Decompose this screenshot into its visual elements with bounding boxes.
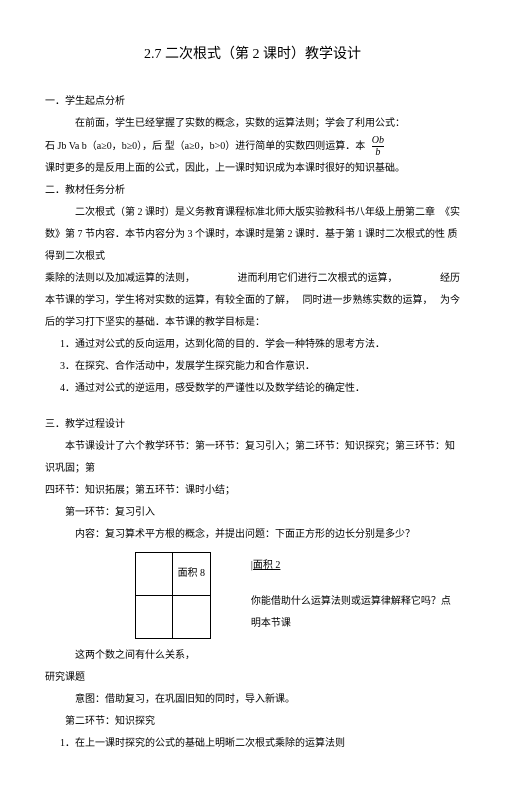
s2-p4-c: 为今 — [440, 290, 460, 312]
section-3-head: 三．教学过程设计 — [45, 414, 460, 436]
square-cell — [136, 552, 173, 595]
s2-p3-a: 乘除的法则以及加减运算的法则， — [45, 268, 195, 290]
section-2-p5: 后的学习打下坚实的基础．本节课的教学目标是： — [45, 312, 460, 334]
s2-p1-b: 《实 — [440, 202, 460, 224]
section-3-sub1-p1: 内容：复习算术平方根的概念，并提出问题：下面正方形的边长分别是多少？ — [45, 524, 460, 546]
section-1-head: 一．学生起点分析 — [45, 91, 460, 113]
section-3-sub1-head: 第一环节：复习引入 — [45, 502, 460, 524]
area-2-label: |面积 2 — [251, 555, 460, 577]
page-title: 2.7 二次根式（第 2 课时）教学设计 — [45, 40, 460, 71]
s2-li2: 3．在探究、合作活动中，发展学生探究能力和合作意识． — [60, 356, 460, 378]
square-cell — [172, 595, 210, 638]
s2-p3-c: 经历 — [440, 268, 460, 290]
section-3-sub2-head: 第二环节：知识探究 — [45, 711, 460, 733]
frac-bot: b — [372, 146, 384, 158]
section-2-p2: 数》第 7 节内容．本节内容分为 3 个课时，本课时是第 2 课时．基于第 1 … — [45, 224, 460, 268]
s2-p4-b: 同时进一步熟练实数的运算， — [303, 290, 433, 312]
section-2-head: 二．教材任务分析 — [45, 180, 460, 202]
document-page: 2.7 二次根式（第 2 课时）教学设计 一．学生起点分析 在前面，学生已经掌握… — [0, 0, 505, 785]
frac-top: Ob — [372, 135, 384, 146]
formula-fraction: Ob b — [372, 135, 384, 158]
s3-sub1-p4: 意图：借助复习，在巩固旧知的同时，导入新课。 — [45, 689, 460, 711]
s3-sub1-p2-a: 这两个数之间有什么关系， — [45, 645, 460, 667]
square-cell — [136, 595, 173, 638]
s2-p3-b: 进而利用它们进行二次根式的运算， — [238, 268, 398, 290]
s2-p4-a: 本节课的学习，学生将对实数的运算，有较全面的了解， — [45, 290, 295, 312]
square-side-col: |面积 2 你能借助什么运算法则或运算律解释它吗？点明本节课 — [251, 555, 460, 635]
section-2-p4: 本节课的学习，学生将对实数的运算，有较全面的了解， 同时进一步熟练实数的运算， … — [45, 290, 460, 312]
square-cell-label: 面积 8 — [172, 552, 210, 595]
square-diagram-row: 面积 8 |面积 2 你能借助什么运算法则或运算律解释它吗？点明本节课 — [135, 552, 460, 639]
square-2x2: 面积 8 — [135, 552, 211, 639]
s3-sub1-p3: 研究课题 — [45, 667, 460, 689]
section-3-p1: 本节课设计了六个教学环节：第一环节：复习引入；第二环节：知识探究；第三环节：知识… — [45, 436, 460, 480]
s2-p1-a: 二次根式（第 2 课时）是义务教育课程标准北师大版实验教科书八年级上册第二章 — [45, 202, 435, 224]
section-1-p3: 课时更多的是反用上面的公式，因此，上一课时知识成为本课时很好的知识基础。 — [45, 158, 460, 180]
s1-p2-a: 石 Jb Va b（a≥0，b≥0），后 型（a≥0，b>0）进行简单的实数四则… — [45, 141, 365, 152]
s3-sub2-p1: 1．在上一课时探究的公式的基础上明晰二次根式乘除的运算法则 — [60, 733, 460, 755]
section-3-p2: 四环节：知识拓展；第五环节：课时小结； — [45, 480, 460, 502]
s2-li1: 1．通过对公式的反向运用，达到化简的目的．学会一种特殊的思考方法． — [60, 334, 460, 356]
s2-li3: 4．通过对公式的逆运用，感受数学的严谨性以及数学结论的确定性． — [60, 378, 460, 400]
s3-sub1-p2-b: 你能借助什么运算法则或运算律解释它吗？点明本节课 — [251, 591, 460, 635]
section-1-p2: 石 Jb Va b（a≥0，b≥0），后 型（a≥0，b>0）进行简单的实数四则… — [45, 135, 460, 158]
section-2-p1: 二次根式（第 2 课时）是义务教育课程标准北师大版实验教科书八年级上册第二章 《… — [45, 202, 460, 224]
section-1-p1: 在前面，学生已经掌握了实数的概念，实数的运算法则；学会了利用公式： — [45, 113, 460, 135]
section-2-p3: 乘除的法则以及加减运算的法则， 进而利用它们进行二次根式的运算， 经历 — [45, 268, 460, 290]
